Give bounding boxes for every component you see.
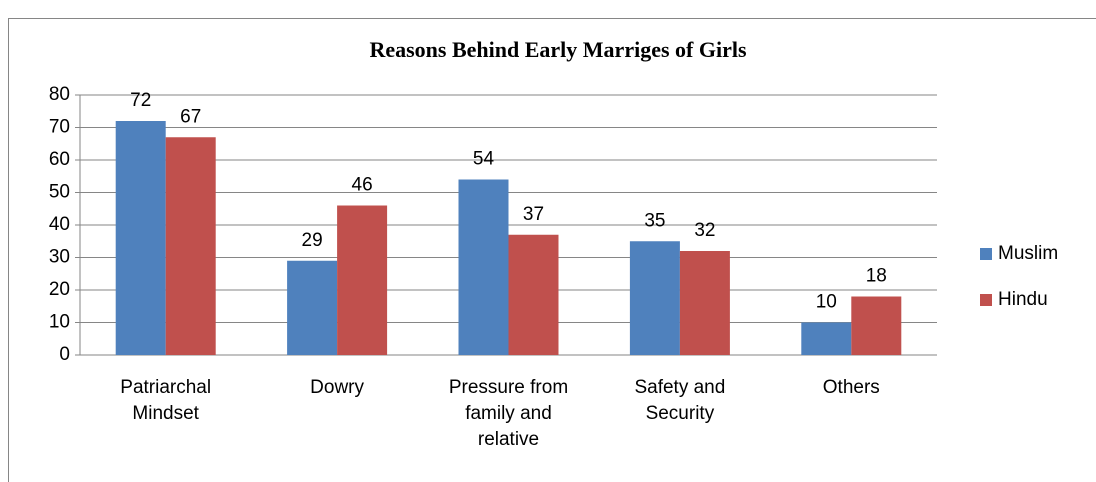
chart-title: Reasons Behind Early Marriges of Girls — [369, 37, 746, 62]
x-tick-label: Dowry — [310, 377, 365, 398]
legend-label: Hindu — [998, 289, 1048, 310]
y-tick-label: 50 — [49, 182, 70, 203]
bar — [337, 205, 388, 355]
legend-swatch — [980, 294, 992, 306]
y-tick-label: 70 — [49, 117, 70, 138]
data-label: 35 — [644, 210, 665, 231]
data-label: 18 — [866, 266, 887, 287]
x-tick-label: Safety and Security — [634, 377, 726, 424]
bar — [801, 322, 852, 355]
y-tick-label: 0 — [59, 344, 70, 365]
data-label: 46 — [352, 175, 373, 196]
data-label: 10 — [816, 292, 837, 313]
bar — [508, 234, 559, 355]
bar — [629, 241, 680, 355]
y-tick-label: 40 — [49, 214, 70, 235]
data-label: 32 — [694, 220, 715, 241]
x-tick-label: Pressure from family and relative — [448, 377, 569, 450]
y-tick-label: 60 — [49, 149, 70, 170]
bar — [115, 121, 166, 355]
legend-swatch — [980, 248, 992, 260]
data-label: 67 — [180, 106, 201, 127]
data-label: 29 — [302, 230, 323, 251]
y-tick-label: 80 — [49, 84, 70, 105]
data-label: 72 — [130, 90, 151, 111]
x-tick-label: Patriarchal Mindset — [120, 377, 212, 424]
data-label: 37 — [523, 204, 544, 225]
data-label: 54 — [473, 149, 495, 170]
bar — [851, 296, 902, 355]
bar — [679, 251, 730, 355]
bar — [287, 260, 338, 355]
y-tick-label: 30 — [49, 247, 70, 268]
bar — [458, 179, 509, 355]
y-tick-label: 10 — [49, 312, 70, 333]
legend-label: Muslim — [998, 243, 1058, 264]
y-tick-label: 20 — [49, 279, 70, 300]
x-tick-label: Others — [822, 377, 880, 398]
bar — [165, 137, 216, 355]
